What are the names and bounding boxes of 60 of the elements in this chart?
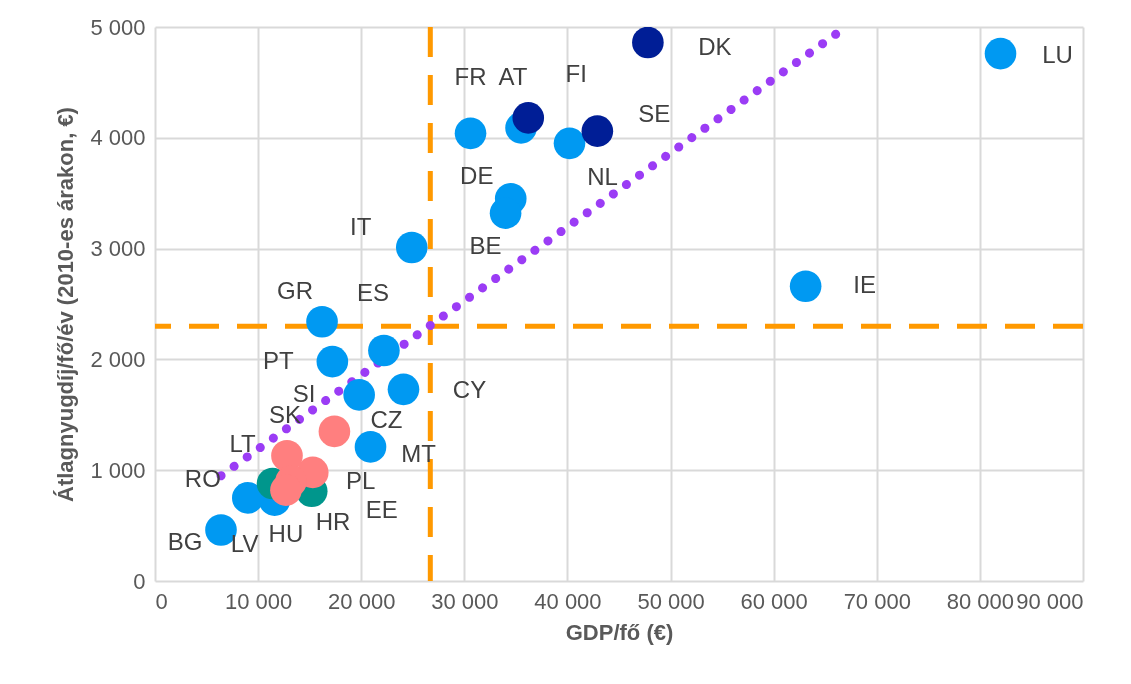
annotation: IT — [350, 213, 372, 241]
annotation: DE — [460, 161, 494, 189]
annotation: HU — [268, 520, 304, 548]
point — [387, 373, 420, 406]
point — [984, 37, 1017, 70]
annotation: FR — [454, 63, 487, 91]
y-tick-label: 4 000 — [90, 125, 146, 151]
x-tick-label: 60 000 — [740, 588, 808, 614]
point — [306, 305, 338, 338]
point — [354, 431, 387, 463]
x-tick-label: 80 000 — [946, 588, 1015, 614]
x-axis-title: GDP/fő (€) — [565, 619, 674, 645]
x-tick-label: 10 000 — [224, 588, 293, 614]
point — [789, 270, 822, 303]
y-axis-title: Átlagnyugdíj/fő/év (2010-es árakon, €) — [53, 107, 79, 502]
y-tick-label: 1 000 — [90, 457, 146, 483]
x-tick-label: 20 000 — [328, 588, 396, 614]
annotation: NL — [587, 163, 618, 191]
annotation: CY — [452, 376, 487, 404]
x-tick-label: 30 000 — [431, 588, 499, 614]
annotation: SE — [638, 100, 671, 128]
annotation: LU — [1042, 40, 1073, 68]
annotation: PT — [263, 346, 295, 374]
point — [553, 127, 586, 160]
annotation: HR — [315, 508, 351, 536]
point — [368, 334, 400, 367]
annotation: EE — [365, 496, 398, 524]
annotation: IE — [853, 271, 876, 299]
y-tick-label: 2 000 — [90, 346, 146, 372]
x-tick-label: 70 000 — [843, 588, 911, 614]
point — [632, 27, 664, 59]
point — [318, 415, 351, 448]
y-tick-label: 3 000 — [90, 236, 146, 262]
annotation: RO — [184, 464, 221, 492]
annotation: BE — [469, 232, 502, 260]
annotation: GR — [277, 276, 314, 304]
annotation: LT — [229, 430, 256, 458]
point — [581, 115, 614, 147]
point — [231, 482, 264, 514]
point — [395, 231, 428, 264]
point — [512, 102, 545, 134]
x-tick-label: 40 000 — [534, 588, 602, 614]
x-tick-label: 50 000 — [637, 588, 705, 614]
x-tick-label: 0 — [155, 588, 168, 614]
y-tick-label: 0 — [133, 568, 146, 594]
point — [454, 117, 487, 150]
annotation: MT — [401, 439, 437, 467]
annotation: CZ — [370, 406, 403, 434]
x-tick-label: 90 000 — [1016, 588, 1084, 614]
annotation: SI — [292, 379, 316, 407]
annotation: LV — [230, 530, 259, 558]
annotation: ES — [356, 278, 389, 306]
annotation: DK — [698, 32, 732, 60]
y-tick-label: 5 000 — [90, 14, 146, 40]
point — [316, 345, 349, 378]
point — [343, 379, 375, 411]
annotation: PL — [346, 467, 376, 495]
annotation: AT — [498, 62, 528, 90]
annotation: BG — [167, 528, 203, 556]
annotation: FI — [565, 59, 587, 87]
